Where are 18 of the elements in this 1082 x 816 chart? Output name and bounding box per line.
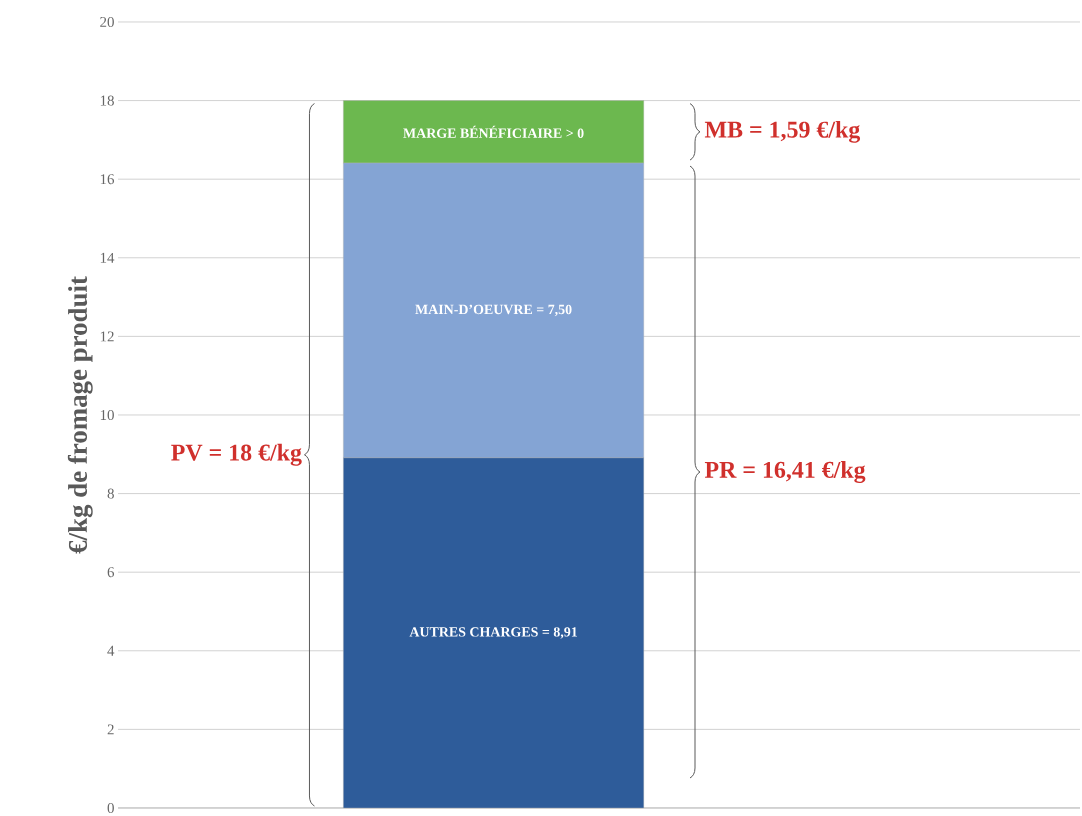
data-label: MARGE BÉNÉFICIAIRE > 0 — [403, 125, 584, 138]
y-tick-label: 20 — [100, 16, 114, 27]
text: PR = 16,41 €/kg — [704, 460, 866, 483]
y-tick-label: 10 — [100, 409, 114, 420]
y-tick-label: 0 — [107, 802, 114, 813]
text: MB = 1,59 €/kg — [704, 120, 861, 143]
y-tick-label: 14 — [100, 252, 115, 263]
y-axis-title: €/kg de fromage produit — [67, 276, 93, 554]
data-label: MAIN-D’OEUVRE = 7,50 — [415, 304, 572, 316]
y-tick-label: 12 — [100, 331, 114, 342]
y-tick-label: 8 — [107, 488, 114, 499]
y-tick-label: 16 — [100, 173, 115, 185]
y-tick-label: 2 — [107, 724, 114, 735]
y-tick-label: 4 — [107, 645, 115, 656]
y-tick-label: 6 — [107, 566, 115, 578]
y-tick-label: 18 — [100, 95, 114, 106]
text: PV = 18 €/kg — [171, 443, 302, 466]
data-label: AUTRES CHARGES = 8,91 — [409, 627, 578, 639]
